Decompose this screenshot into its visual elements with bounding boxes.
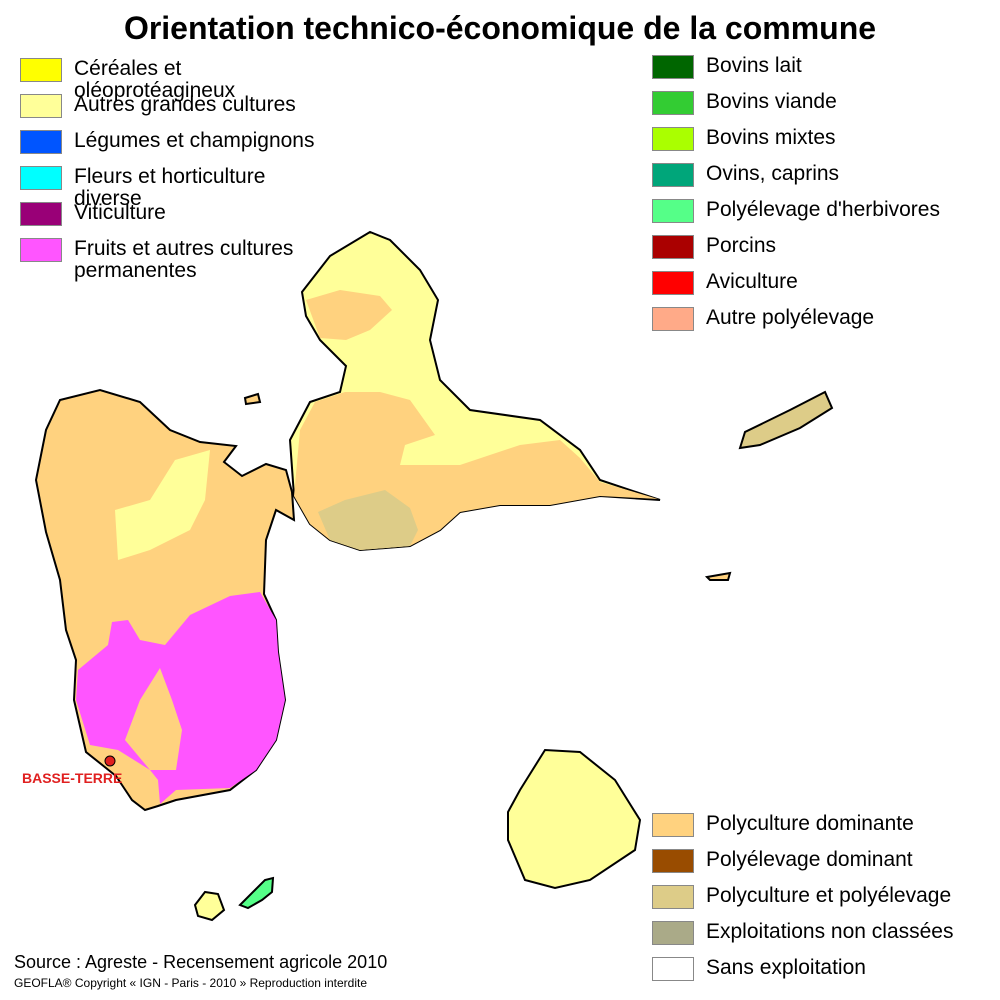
legend-swatch — [652, 813, 694, 837]
desirade — [738, 390, 834, 450]
legend-item: Bovins mixtes — [652, 127, 996, 151]
legend-swatch — [652, 307, 694, 331]
legend-label: Céréales et oléoprotéagineux — [74, 57, 236, 102]
legend-swatch — [652, 163, 694, 187]
legend-label: Aviculture — [706, 270, 798, 293]
legend-swatch — [652, 849, 694, 873]
legend-label: Viticulture — [74, 201, 166, 224]
legend-label: Fleurs et horticulture diverse — [74, 165, 266, 210]
legend-label: Fruits et autres cultures permanentes — [74, 237, 294, 282]
city-label: BASSE-TERRE — [22, 770, 123, 786]
legend-label: Bovins lait — [706, 54, 802, 77]
legend-item: Céréales et oléoprotéagineux — [20, 58, 334, 102]
legend-label: Polyélevage d'herbivores — [706, 198, 940, 221]
legend-swatch — [652, 55, 694, 79]
legend-swatch — [20, 130, 62, 154]
legend-item: Ovins, caprins — [652, 163, 996, 187]
legend-swatch — [20, 58, 62, 82]
crop-zone — [115, 450, 210, 560]
legend-item: Autres grandes cultures — [20, 94, 334, 118]
legend-label: Autres grandes cultures — [74, 93, 296, 116]
legend-swatch — [652, 91, 694, 115]
legend-label: Exploitations non classées — [706, 920, 954, 943]
legend-swatch — [20, 166, 62, 190]
legend-label: Légumes et champignons — [74, 129, 315, 152]
legend-item: Polyculture dominante — [652, 813, 996, 837]
legend-item: Bovins lait — [652, 55, 996, 79]
legend-item: Polyélevage d'herbivores — [652, 199, 996, 223]
title: Orientation technico-économique de la co… — [123, 10, 877, 46]
legend-item: Autre polyélevage — [652, 307, 996, 331]
legend-item: Bovins viande — [652, 91, 996, 115]
legend-item: Viticulture — [20, 202, 334, 226]
legend-item: Aviculture — [652, 271, 996, 295]
terre-de-bas — [238, 876, 275, 910]
islet — [243, 392, 262, 406]
legend-item: Polyculture et polyélevage — [652, 885, 996, 909]
source: Source : Agreste - Recensement agricole … — [14, 952, 388, 972]
fruit-zone — [76, 592, 285, 804]
crop-zone — [306, 290, 392, 340]
legend-label: Bovins viande — [706, 90, 837, 113]
legend-item: Légumes et champignons — [20, 130, 334, 154]
legend-swatch — [652, 235, 694, 259]
islet — [704, 571, 732, 581]
legend-label: Polyélevage dominant — [706, 848, 913, 871]
legend-item: Polyélevage dominant — [652, 849, 996, 873]
legend-item: Sans exploitation — [652, 957, 996, 981]
copyright: GEOFLA® Copyright « IGN - Paris - 2010 »… — [14, 976, 367, 990]
legend-item: Exploitations non classées — [652, 921, 996, 945]
legend-label: Ovins, caprins — [706, 162, 840, 185]
legend-swatch — [652, 921, 694, 945]
marie-galante — [507, 748, 642, 890]
legend-label: Bovins mixtes — [706, 126, 836, 149]
terre-de-haut — [193, 890, 226, 922]
city-dot — [104, 755, 116, 767]
legend-label: Autre polyélevage — [706, 306, 875, 329]
legend-swatch — [652, 199, 694, 223]
legend-swatch — [20, 238, 62, 262]
legend-label: Sans exploitation — [706, 956, 866, 979]
legend-label: Polyculture et polyélevage — [706, 884, 952, 907]
legend-swatch — [652, 885, 694, 909]
mixed-zone — [318, 490, 418, 550]
legend-swatch — [652, 127, 694, 151]
legend-label: Polyculture dominante — [706, 812, 914, 835]
legend-label: Porcins — [706, 234, 777, 257]
legend-swatch — [20, 94, 62, 118]
legend-item: Porcins — [652, 235, 996, 259]
legend-swatch — [652, 957, 694, 981]
crop-zone — [125, 668, 182, 770]
legend-swatch — [20, 202, 62, 226]
legend-item: Fleurs et horticulture diverse — [20, 166, 334, 210]
legend-swatch — [652, 271, 694, 295]
legend-item: Fruits et autres cultures permanentes — [20, 238, 334, 282]
